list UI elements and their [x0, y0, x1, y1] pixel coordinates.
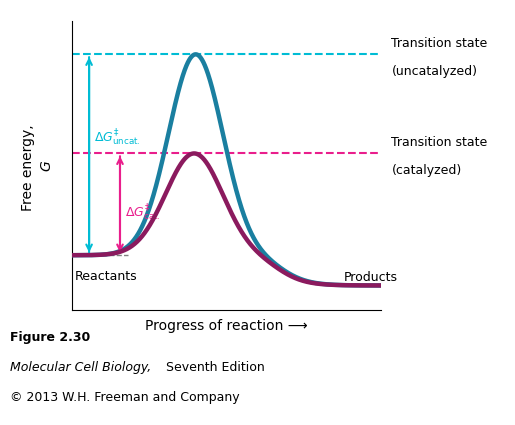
Text: Molecular Cell Biology,: Molecular Cell Biology,	[10, 361, 151, 374]
Text: Transition state: Transition state	[391, 37, 488, 50]
Text: $\Delta G^{\ddagger}_{\rm cat.}$: $\Delta G^{\ddagger}_{\rm cat.}$	[125, 202, 160, 223]
Text: Products: Products	[344, 271, 398, 284]
Text: (uncatalyzed): (uncatalyzed)	[391, 65, 477, 78]
X-axis label: Progress of reaction ⟶: Progress of reaction ⟶	[145, 319, 308, 333]
Text: © 2013 W.H. Freeman and Company: © 2013 W.H. Freeman and Company	[10, 391, 240, 404]
Text: (catalyzed): (catalyzed)	[391, 164, 461, 177]
Text: Figure 2.30: Figure 2.30	[10, 332, 91, 345]
Text: $G$: $G$	[40, 160, 54, 172]
Text: Seventh Edition: Seventh Edition	[162, 361, 265, 374]
Text: Transition state: Transition state	[391, 136, 488, 149]
Text: $\Delta G^{\ddagger}_{\rm uncat.}$: $\Delta G^{\ddagger}_{\rm uncat.}$	[94, 128, 141, 148]
Text: Reactants: Reactants	[75, 270, 138, 283]
Text: Free energy,: Free energy,	[21, 120, 35, 211]
